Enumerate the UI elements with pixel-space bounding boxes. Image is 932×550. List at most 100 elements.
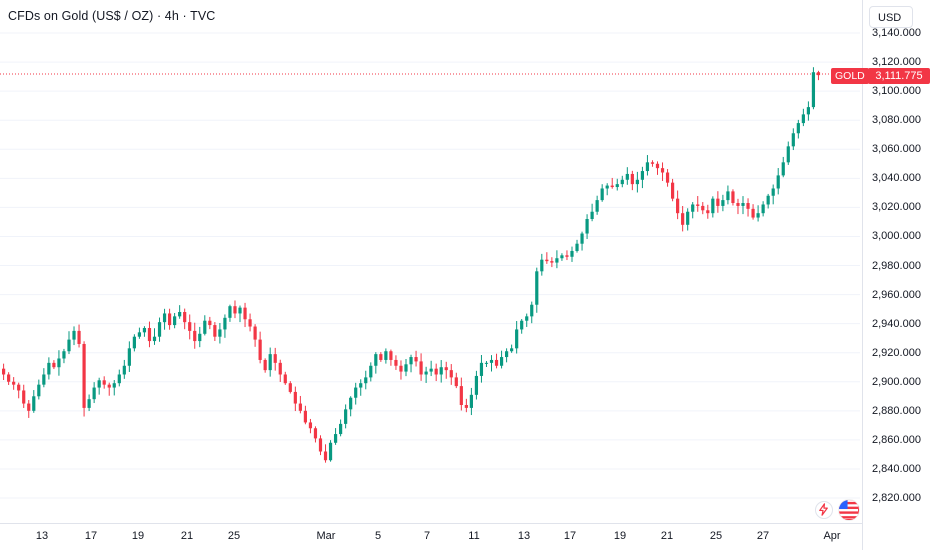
candle-body[interactable] [746, 203, 750, 209]
candle-body[interactable] [454, 377, 458, 387]
lightning-icon[interactable] [815, 501, 833, 519]
candle-body[interactable] [464, 405, 468, 408]
candle-body[interactable] [354, 387, 358, 398]
candle-body[interactable] [12, 381, 16, 385]
candle-body[interactable] [218, 329, 222, 337]
candle-body[interactable] [7, 374, 11, 382]
candle-body[interactable] [2, 368, 6, 375]
candle-body[interactable] [806, 107, 810, 115]
candle-body[interactable] [555, 258, 559, 263]
candle-body[interactable] [439, 367, 443, 375]
candle-body[interactable] [691, 204, 695, 212]
candle-body[interactable] [635, 179, 639, 185]
candle-body[interactable] [248, 319, 252, 327]
candle-body[interactable] [565, 255, 569, 257]
candle-body[interactable] [610, 185, 614, 188]
candle-body[interactable] [62, 351, 66, 359]
candle-body[interactable] [238, 307, 242, 314]
candle-body[interactable] [384, 351, 388, 360]
candle-body[interactable] [781, 162, 785, 176]
candle-body[interactable] [193, 330, 197, 342]
candle-body[interactable] [575, 243, 579, 251]
candle-body[interactable] [188, 322, 192, 331]
candle-body[interactable] [590, 211, 594, 219]
candle-body[interactable] [756, 213, 760, 218]
candle-body[interactable] [213, 325, 217, 337]
us-flag-icon[interactable] [838, 499, 860, 521]
candle-body[interactable] [474, 375, 479, 395]
candle-body[interactable] [102, 380, 106, 385]
candle-body[interactable] [550, 261, 554, 263]
candle-body[interactable] [494, 359, 499, 366]
candle-body[interactable] [640, 171, 645, 180]
candle-body[interactable] [600, 188, 604, 201]
candle-body[interactable] [525, 316, 529, 321]
candle-body[interactable] [333, 434, 338, 443]
candle-body[interactable] [364, 377, 368, 384]
candle-body[interactable] [505, 351, 509, 358]
candle-body[interactable] [77, 330, 81, 344]
candle-body[interactable] [258, 339, 262, 360]
candle-body[interactable] [444, 367, 448, 371]
candle-body[interactable] [288, 383, 292, 392]
candle-body[interactable] [791, 133, 795, 147]
candle-body[interactable] [82, 343, 86, 408]
chart-title[interactable]: CFDs on Gold (US$ / OZ) · 4h · TVC [8, 9, 216, 23]
candle-body[interactable] [132, 336, 136, 349]
candle-body[interactable] [655, 163, 660, 169]
candle-body[interactable] [359, 383, 363, 388]
candle-body[interactable] [816, 72, 821, 76]
candle-body[interactable] [42, 374, 46, 385]
candle-body[interactable] [676, 198, 680, 214]
candle-body[interactable] [233, 306, 237, 314]
candle-body[interactable] [208, 320, 212, 326]
candle-body[interactable] [726, 191, 730, 201]
candle-body[interactable] [162, 313, 167, 323]
candle-body[interactable] [339, 423, 343, 435]
candles[interactable] [2, 67, 821, 463]
candle-body[interactable] [449, 370, 453, 378]
candle-body[interactable] [67, 339, 71, 352]
candle-body[interactable] [645, 162, 650, 172]
candle-body[interactable] [344, 409, 348, 424]
candle-body[interactable] [620, 179, 624, 185]
candle-body[interactable] [178, 312, 182, 317]
candle-body[interactable] [323, 451, 328, 461]
candle-body[interactable] [157, 322, 162, 337]
candle-body[interactable] [223, 317, 227, 330]
candle-body[interactable] [374, 354, 378, 366]
candle-body[interactable] [484, 362, 489, 364]
candle-body[interactable] [198, 333, 202, 342]
candle-body[interactable] [736, 203, 740, 206]
candle-body[interactable] [283, 374, 287, 384]
candle-body[interactable] [22, 390, 26, 404]
candle-body[interactable] [585, 219, 589, 234]
candle-body[interactable] [409, 357, 413, 365]
candle-body[interactable] [776, 175, 780, 189]
candle-body[interactable] [298, 403, 302, 411]
candle-body[interactable] [127, 348, 131, 366]
candle-body[interactable] [268, 354, 272, 371]
candle-body[interactable] [137, 332, 142, 337]
candle-body[interactable] [796, 123, 800, 134]
candle-body[interactable] [499, 357, 504, 366]
candle-body[interactable] [47, 362, 51, 375]
candle-body[interactable] [479, 362, 484, 376]
candle-body[interactable] [147, 327, 152, 342]
candle-body[interactable] [570, 250, 574, 257]
candle-body[interactable] [761, 204, 765, 214]
currency-selector[interactable]: USD [869, 6, 913, 28]
candle-body[interactable] [273, 354, 277, 363]
candle-body[interactable] [107, 384, 111, 388]
candle-body[interactable] [469, 394, 473, 408]
candle-body[interactable] [530, 304, 534, 317]
candle-body[interactable] [293, 391, 297, 404]
candle-body[interactable] [660, 168, 665, 173]
candle-body[interactable] [152, 336, 157, 342]
candle-body[interactable] [414, 357, 418, 362]
candle-body[interactable] [228, 306, 232, 318]
candle-body[interactable] [92, 387, 96, 400]
candle-body[interactable] [771, 188, 775, 196]
candle-body[interactable] [630, 173, 634, 185]
